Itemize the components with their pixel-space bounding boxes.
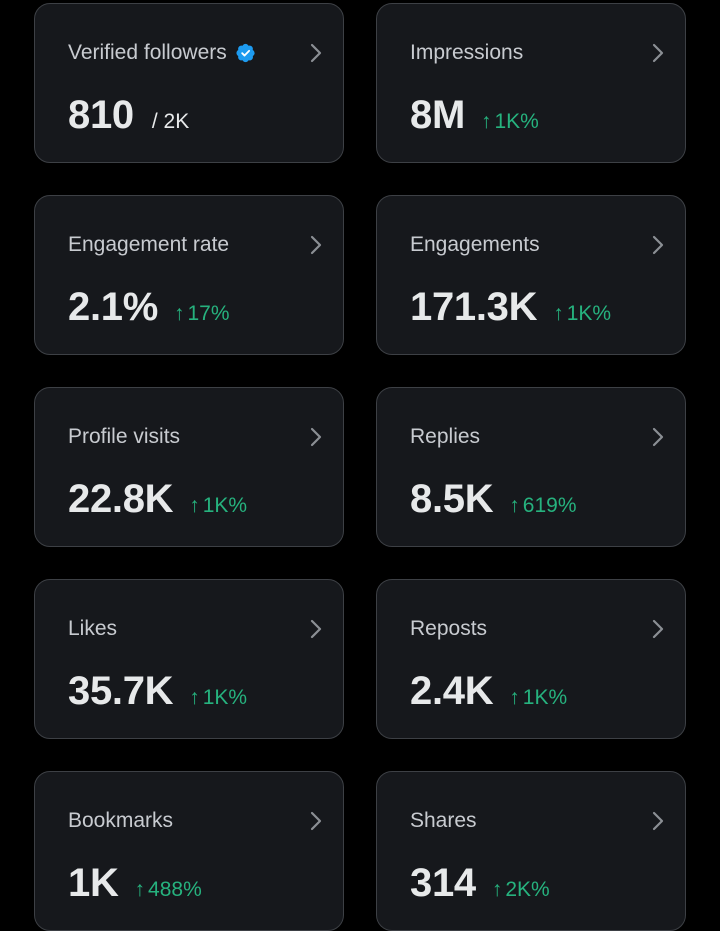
metric-value-row: 314 ↑ 2K% <box>410 860 550 906</box>
metric-value-row: 8.5K ↑ 619% <box>410 476 577 522</box>
metric-card-profile-visits[interactable]: Profile visits 22.8K ↑ 1K% <box>34 387 344 547</box>
metric-label: Engagements <box>410 233 540 256</box>
metric-change-value: 488% <box>148 878 202 901</box>
metric-label-row: Replies <box>410 425 480 449</box>
metric-label: Likes <box>68 617 118 640</box>
metric-value: 35.7K <box>68 669 174 713</box>
arrow-up-icon: ↑ <box>509 686 520 709</box>
chevron-right-icon <box>652 235 664 255</box>
metric-value: 314 <box>410 861 476 905</box>
metric-card-verified-followers[interactable]: Verified followers 810 / 2K <box>34 3 344 163</box>
metric-card-engagements[interactable]: Engagements 171.3K ↑ 1K% <box>376 195 686 355</box>
metric-label-row: Engagement rate <box>68 233 229 257</box>
metric-label: Bookmarks <box>68 809 174 832</box>
metric-value-row: 35.7K ↑ 1K% <box>68 668 247 714</box>
metric-change: ↑ 1K% <box>553 302 611 326</box>
metric-value-row: 2.4K ↑ 1K% <box>410 668 567 714</box>
metric-label-row: Impressions <box>410 41 523 65</box>
metric-label-row: Verified followers <box>68 41 256 65</box>
metric-change: ↑ 1K% <box>481 110 539 134</box>
metric-value-row: 8M ↑ 1K% <box>410 92 539 138</box>
metric-value: 171.3K <box>410 285 538 329</box>
chevron-right-icon <box>310 811 322 831</box>
metric-change: ↑ 1K% <box>189 494 247 518</box>
metric-label-row: Shares <box>410 809 477 833</box>
metric-label-row: Reposts <box>410 617 487 641</box>
metric-value: 810 <box>68 93 134 137</box>
arrow-up-icon: ↑ <box>491 878 503 901</box>
metric-label: Profile visits <box>68 425 181 448</box>
metric-value-row: 2.1% ↑ 17% <box>68 284 230 330</box>
metric-value-row: 1K ↑ 488% <box>68 860 202 906</box>
metric-change-value: 1K% <box>202 494 248 517</box>
arrow-up-icon: ↑ <box>553 302 564 325</box>
metric-value-row: 810 / 2K <box>68 92 189 138</box>
metric-change: ↑ 488% <box>135 878 202 902</box>
metric-label: Shares <box>410 809 477 832</box>
metric-card-replies[interactable]: Replies 8.5K ↑ 619% <box>376 387 686 547</box>
chevron-right-icon <box>310 619 322 639</box>
metric-label-row: Engagements <box>410 233 540 257</box>
metric-change-value: 17% <box>187 302 230 325</box>
chevron-right-icon <box>652 43 664 63</box>
metric-label-row: Profile visits <box>68 425 180 449</box>
arrow-up-icon: ↑ <box>509 494 520 517</box>
chevron-right-icon <box>652 427 664 447</box>
metric-change-value: 1K% <box>202 686 248 709</box>
metric-label: Verified followers <box>68 41 227 64</box>
metric-label-row: Bookmarks <box>68 809 173 833</box>
metric-change-value: 1K% <box>522 686 568 709</box>
metrics-grid: Verified followers 810 / 2K Impressions … <box>34 3 686 931</box>
metric-value-row: 171.3K ↑ 1K% <box>410 284 611 330</box>
chevron-right-icon <box>310 43 322 63</box>
arrow-up-icon: ↑ <box>189 494 200 517</box>
metric-card-impressions[interactable]: Impressions 8M ↑ 1K% <box>376 3 686 163</box>
chevron-right-icon <box>310 235 322 255</box>
metric-value: 1K <box>68 861 119 905</box>
metric-change-value: 1K% <box>566 302 612 325</box>
arrow-up-icon: ↑ <box>480 110 492 133</box>
metric-label: Replies <box>410 425 481 448</box>
metric-label: Reposts <box>410 617 488 640</box>
metric-value: 22.8K <box>68 477 174 521</box>
metric-change: ↑ 2K% <box>492 878 550 902</box>
metric-total: / 2K <box>151 110 190 133</box>
chevron-right-icon <box>310 427 322 447</box>
metric-change: ↑ 1K% <box>189 686 247 710</box>
chevron-right-icon <box>652 619 664 639</box>
metric-value: 8.5K <box>410 477 494 521</box>
metric-value: 2.4K <box>410 669 494 713</box>
metric-card-likes[interactable]: Likes 35.7K ↑ 1K% <box>34 579 344 739</box>
metric-change-value: 619% <box>522 494 577 517</box>
metric-value: 2.1% <box>68 285 158 329</box>
metric-change-value: 1K% <box>494 110 539 133</box>
verified-badge-icon <box>236 43 255 63</box>
metric-card-shares[interactable]: Shares 314 ↑ 2K% <box>376 771 686 931</box>
metric-card-reposts[interactable]: Reposts 2.4K ↑ 1K% <box>376 579 686 739</box>
metric-label: Engagement rate <box>68 233 230 256</box>
metric-change-value: 2K% <box>505 878 550 901</box>
arrow-up-icon: ↑ <box>173 302 185 325</box>
metric-card-engagement-rate[interactable]: Engagement rate 2.1% ↑ 17% <box>34 195 344 355</box>
arrow-up-icon: ↑ <box>134 878 146 901</box>
metric-change: ↑ 1K% <box>509 686 567 710</box>
metric-label: Impressions <box>410 41 524 64</box>
metric-change: ↑ 17% <box>174 302 230 326</box>
metric-value-row: 22.8K ↑ 1K% <box>68 476 247 522</box>
metric-label-row: Likes <box>68 617 117 641</box>
metric-change: ↑ 619% <box>509 494 576 518</box>
arrow-up-icon: ↑ <box>189 686 200 709</box>
metric-value: 8M <box>410 93 465 137</box>
metric-card-bookmarks[interactable]: Bookmarks 1K ↑ 488% <box>34 771 344 931</box>
chevron-right-icon <box>652 811 664 831</box>
